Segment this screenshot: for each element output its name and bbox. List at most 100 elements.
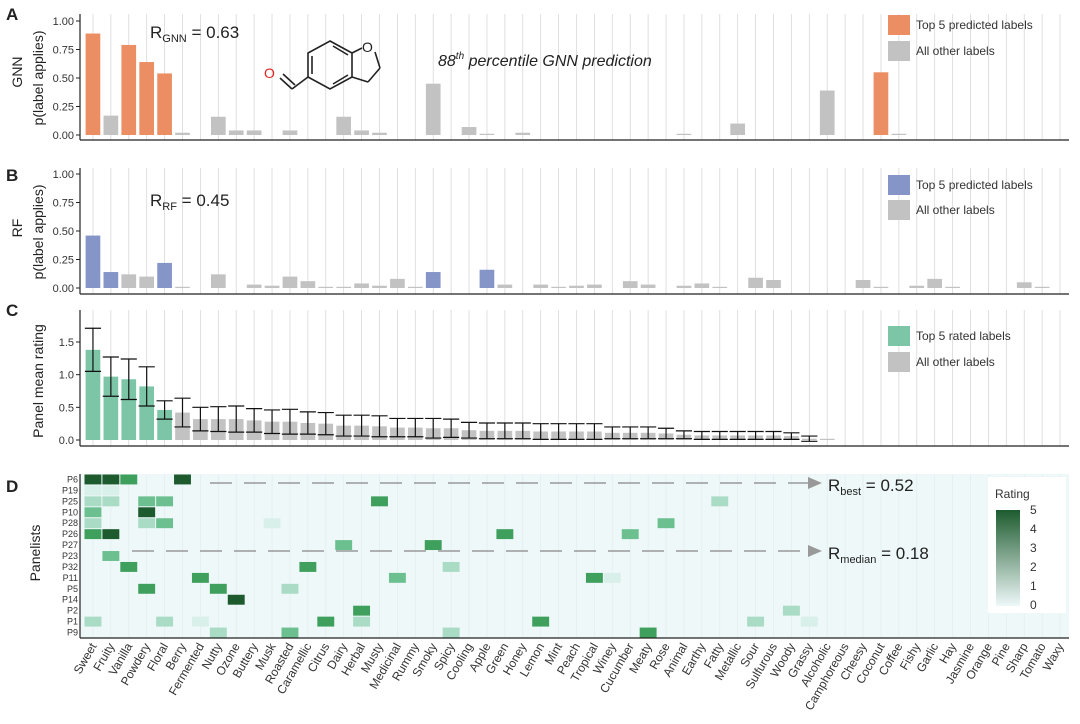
heat-cell-p23-fruity	[102, 551, 120, 561]
bar-a-fruity	[103, 115, 119, 135]
gridlines	[92, 14, 1061, 446]
ytick-label-a-1: 0.25	[53, 102, 74, 114]
row-label-p2: P2	[67, 606, 78, 616]
bar-a-ozone	[228, 130, 244, 135]
bar-a-alcoholic	[819, 90, 835, 135]
heat-cell-p2-woody	[782, 605, 800, 616]
furan-bond-ch2a	[374, 51, 381, 69]
bar-b-musty	[372, 285, 387, 288]
heat-cell-p6-berry	[174, 474, 191, 485]
heat-cell-p28-rose	[657, 518, 675, 529]
ytick-label-c-0: 0.0	[59, 435, 74, 447]
row-label-p27: P27	[62, 540, 78, 550]
legend-b-top-swatch	[888, 175, 910, 195]
panel-a-model-label: GNN	[9, 56, 25, 87]
heat-legend-tick-4: 4	[1030, 522, 1037, 536]
row-label-p32: P32	[62, 562, 78, 572]
heat-cell-p25-powdery	[138, 496, 156, 507]
legend-c-top-swatch	[888, 326, 910, 346]
panel-b-ylabel: p(label applies)	[30, 185, 46, 280]
bar-b-animal	[676, 285, 692, 288]
heat-cell-p26-green	[496, 529, 514, 540]
heat-cell-p11-fermented	[191, 572, 209, 583]
bar-c-floral	[157, 409, 172, 440]
bar-b-musk	[264, 285, 280, 288]
legend-a-top-label: Top 5 predicted labels	[916, 18, 1033, 32]
bar-b-fatty	[712, 286, 728, 288]
heat-cell-p9-nutty	[209, 627, 227, 638]
bar-a-coconut	[873, 72, 889, 135]
molecule-o-carbonyl: O	[264, 65, 275, 81]
heat-cell-p9-roasted	[281, 627, 299, 638]
bar-b-powdery	[139, 276, 155, 288]
heat-cell-p25-fatty	[711, 496, 729, 507]
panel-a-annotation: 88th percentile GNN prediction	[438, 51, 652, 70]
heat-legend-title: Rating	[995, 487, 1030, 501]
ytick-label-c-3: 1.5	[59, 337, 74, 349]
ytick-label-a-4: 1.00	[53, 16, 74, 28]
row-label-p14: P14	[62, 595, 78, 605]
bar-a-herbal	[354, 130, 369, 135]
heat-cell-p28-musk	[263, 518, 281, 529]
ytick-label-a-3: 0.75	[53, 45, 74, 57]
row-label-p9: P9	[67, 628, 78, 638]
ytick-label-a-2: 0.50	[53, 73, 74, 85]
bar-b-berry	[175, 286, 190, 288]
heat-cell-p25-fruity	[102, 496, 120, 507]
bar-b-buttery	[246, 284, 262, 288]
heat-cell-p28-sweet	[84, 518, 102, 529]
bar-a-sweet	[85, 33, 101, 135]
heat-cell-p6-fruity	[102, 474, 120, 485]
heat-cell-p28-floral	[156, 518, 174, 529]
bar-b-mint	[551, 286, 566, 288]
bar-b-sour	[748, 277, 763, 288]
molecule-structure	[279, 40, 381, 90]
heat-cell-p11-medicinal	[388, 572, 406, 583]
panel-a-r-text: RGNN = 0.63	[150, 23, 239, 45]
bar-b-sharp	[1016, 282, 1032, 288]
double-bond-bottom	[332, 74, 349, 85]
ytick-label-b-3: 0.75	[53, 198, 74, 210]
heat-cell-p26-sweet	[84, 529, 102, 540]
bar-a-coffee	[891, 133, 907, 135]
panel-d-letter: D	[6, 477, 18, 496]
bar-b-cheesy	[855, 280, 871, 288]
heat-cell-p25-floral	[156, 496, 174, 507]
heat-cell-p26-fruity	[102, 529, 120, 540]
bar-b-caramellic	[300, 281, 316, 288]
panel-c-letter: C	[6, 301, 18, 320]
row-label-p23: P23	[62, 551, 78, 561]
bar-c-alcoholic	[819, 438, 835, 440]
ytick-label-c-2: 1.0	[59, 370, 74, 382]
row-label-p11: P11	[63, 573, 78, 583]
panel-b-model-label: RF	[9, 219, 25, 238]
heat-cell-p1-sweet	[84, 616, 102, 627]
benzene-ring	[307, 40, 353, 90]
heat-cell-p27-dairy	[335, 540, 353, 551]
legend-c-other-label: All other labels	[916, 355, 995, 369]
heat-cell-p32-vanilla	[120, 561, 138, 572]
heat-legend-tick-5: 5	[1030, 503, 1037, 517]
bar-a-vanilla	[121, 44, 137, 135]
bar-b-vanilla	[121, 274, 137, 288]
bar-a-animal	[676, 133, 692, 135]
heat-cell-p9-meaty	[639, 627, 657, 638]
panel-c-ylabel: Panel mean rating	[30, 324, 46, 438]
bar-b-peach	[569, 285, 584, 288]
row-label-p25: P25	[62, 496, 78, 506]
row-label-p6: P6	[67, 474, 78, 484]
heat-cell-p5-powdery	[138, 583, 156, 594]
heat-cell-p5-roasted	[281, 583, 299, 594]
bar-a-buttery	[246, 130, 262, 135]
r-median-arrowhead	[808, 545, 822, 557]
bar-a-apple	[479, 133, 495, 135]
heat-cell-p2-herbal	[353, 605, 371, 616]
legend-a-top-swatch	[888, 15, 910, 35]
bar-a-powdery	[139, 62, 155, 135]
heat-cell-p11-winey	[603, 572, 621, 583]
bar-b-smoky	[425, 272, 441, 288]
carbonyl-bond-1	[279, 77, 293, 90]
heat-cell-p1-floral	[156, 616, 174, 627]
bar-a-dairy	[336, 116, 352, 135]
